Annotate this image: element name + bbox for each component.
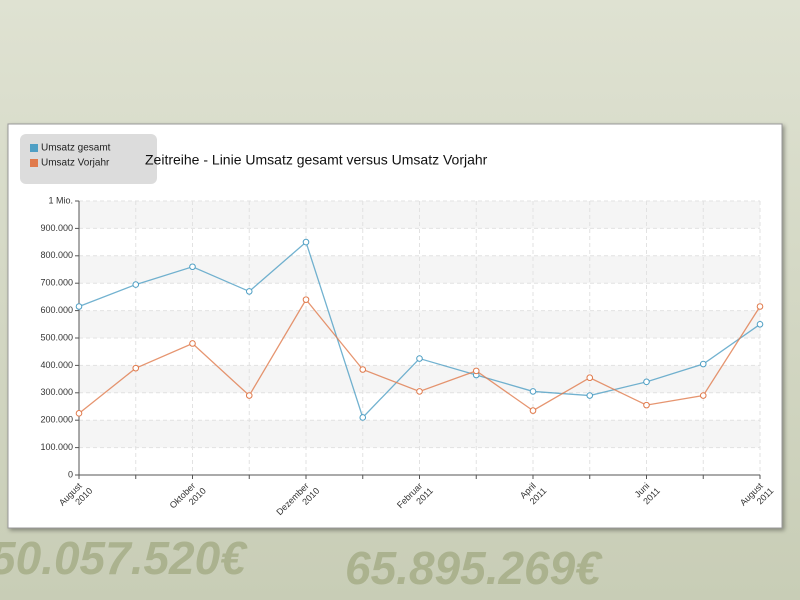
chart-title: Zeitreihe - Linie Umsatz gesamt versus U…	[145, 152, 488, 168]
data-point	[756, 303, 764, 310]
data-point	[699, 392, 707, 399]
data-point	[302, 296, 310, 303]
y-tick-label: 0	[68, 469, 73, 479]
legend-box	[20, 134, 157, 184]
data-point	[302, 238, 310, 246]
legend-label: Umsatz gesamt	[41, 143, 111, 154]
data-point	[245, 288, 253, 295]
data-point	[643, 401, 650, 409]
data-point	[359, 366, 367, 373]
data-point	[75, 410, 83, 417]
y-tick-label: 400.000	[40, 360, 73, 370]
data-point	[416, 355, 423, 362]
data-point	[586, 392, 594, 399]
data-point	[756, 321, 764, 328]
data-point	[529, 388, 537, 395]
data-point	[75, 303, 83, 310]
y-tick-label: 600.000	[40, 305, 73, 315]
legend-swatch	[30, 159, 38, 167]
legend-swatch	[30, 144, 38, 152]
y-tick-label: 300.000	[40, 387, 73, 397]
background-number: 50.057.520€	[0, 532, 248, 584]
data-point	[132, 281, 140, 288]
data-point	[643, 378, 650, 386]
y-tick-label: 200.000	[40, 415, 73, 425]
data-point	[245, 392, 253, 399]
data-point	[699, 360, 707, 368]
y-tick-label: 500.000	[40, 332, 73, 342]
data-point	[416, 388, 423, 395]
data-point	[189, 263, 196, 271]
data-point	[359, 414, 367, 421]
y-tick-label: 800.000	[40, 250, 73, 260]
legend-label: Umsatz Vorjahr	[41, 158, 110, 169]
y-tick-label: 100.000	[40, 442, 73, 452]
y-tick-label: 700.000	[40, 278, 73, 288]
background-number: 65.895.269€	[345, 542, 603, 594]
data-point	[586, 374, 594, 382]
y-tick-label: 1 Mio.	[48, 195, 73, 205]
data-point	[472, 367, 480, 375]
data-point	[132, 364, 140, 372]
data-point	[529, 407, 537, 414]
y-tick-label: 900.000	[40, 223, 73, 233]
data-point	[189, 340, 196, 347]
